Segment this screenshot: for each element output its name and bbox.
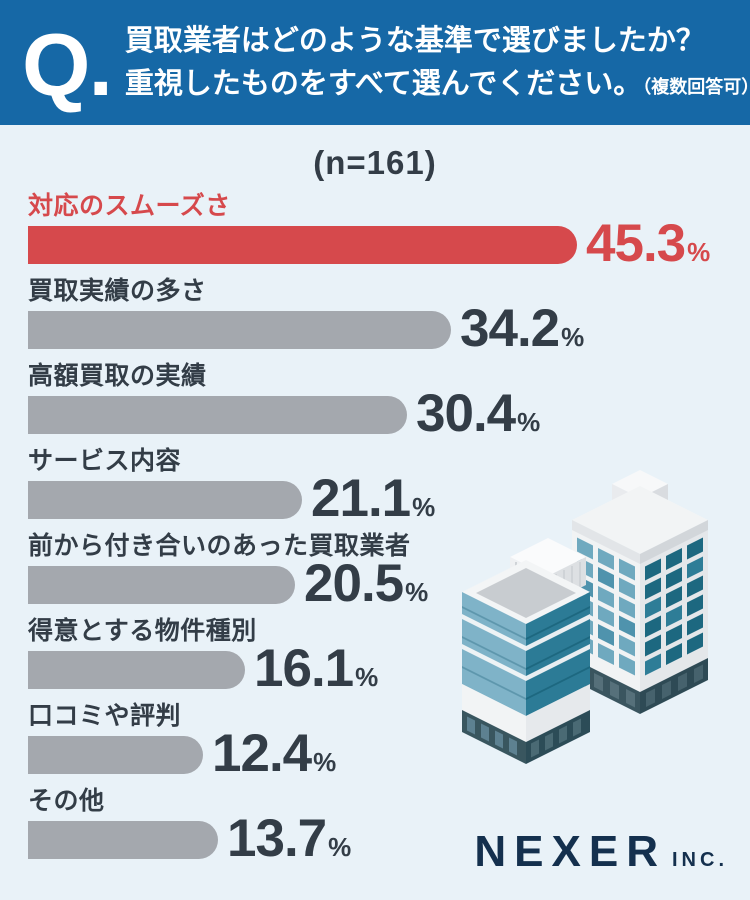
- short-building: [462, 538, 590, 764]
- office-buildings-illustration: [462, 470, 708, 764]
- bar: [28, 395, 407, 434]
- chart-row: 前から付き合いのあった買取業者 20.5%: [28, 531, 750, 610]
- bar-rows: 対応のスムーズさ 45.3% 買取実績の多さ 34.2% 高額買取の実績 30.…: [28, 191, 750, 865]
- bar-category-label: 対応のスムーズさ: [28, 191, 231, 220]
- q-mark: Q.: [22, 14, 113, 114]
- bar-value-number: 30.4: [416, 384, 516, 444]
- bar: [28, 820, 218, 859]
- brand-name: NEXER: [474, 827, 666, 876]
- bar: [28, 565, 295, 604]
- bar-value-unit: %: [517, 407, 541, 438]
- bar: [28, 650, 245, 689]
- bar-category-label: 得意とする物件種別: [28, 616, 257, 645]
- brand-logo: NEXER INC.: [474, 830, 728, 874]
- question-line-1: 買取業者はどのような基準で選びましたか？: [124, 25, 705, 58]
- question-header: Q. 買取業者はどのような基準で選びましたか？ 重視したものをすべて選んでくださ…: [0, 0, 750, 125]
- bar-value-number: 21.1: [311, 469, 411, 529]
- question-line-2: 重視したものをすべて選んでください。（複数回答可）: [125, 63, 750, 105]
- bar-line: 21.1%: [28, 472, 750, 525]
- bar-value-unit: %: [328, 832, 352, 863]
- chart-row: その他 13.7%: [28, 786, 750, 865]
- sample-size-label: (n=161): [313, 144, 437, 181]
- bar-value: 30.4%: [416, 384, 541, 444]
- bar-value-number: 16.1: [254, 639, 354, 699]
- chart-row: 口コミや評判 12.4%: [28, 701, 750, 780]
- bar-value-unit: %: [412, 492, 436, 523]
- bar-value: 34.2%: [460, 299, 585, 359]
- bar-line: 13.7%: [28, 812, 750, 865]
- bar-line: 45.3%: [28, 217, 750, 270]
- bar-value: 13.7%: [227, 809, 352, 869]
- bar-value-number: 12.4: [212, 724, 312, 784]
- bar-chart: (n=161) 対応のスムーズさ 45.3% 買取実績の多さ 34.2% 高額買…: [0, 125, 750, 865]
- bar-value-number: 13.7: [227, 809, 327, 869]
- bar-value-number: 45.3: [586, 214, 686, 274]
- brand-suffix: INC.: [672, 849, 728, 871]
- bar: [28, 310, 451, 349]
- bar-line: 30.4%: [28, 387, 750, 440]
- bar: [28, 735, 203, 774]
- question-note: （複数回答可）: [642, 76, 750, 97]
- chart-row: 対応のスムーズさ 45.3%: [28, 191, 750, 270]
- question-text: 買取業者はどのような基準で選びましたか？ 重視したものをすべて選んでください。（…: [125, 20, 750, 104]
- bar-line: 16.1%: [28, 642, 750, 695]
- bar-value: 16.1%: [254, 639, 379, 699]
- bar-value: 20.5%: [304, 554, 429, 614]
- bar-value: 12.4%: [212, 724, 337, 784]
- bar: [28, 225, 577, 264]
- bar-line: 34.2%: [28, 302, 750, 355]
- bar-value-unit: %: [405, 577, 429, 608]
- chart-row: 高額買取の実績 30.4%: [28, 361, 750, 440]
- bar-category-label: 高額買取の実績: [28, 361, 207, 390]
- bar-value-unit: %: [313, 747, 337, 778]
- bar-category-label: 口コミや評判: [28, 701, 182, 730]
- bar-value-number: 20.5: [304, 554, 404, 614]
- chart-row: 買取実績の多さ 34.2%: [28, 276, 750, 355]
- bar-category-label: 買取実績の多さ: [28, 276, 207, 305]
- chart-row: サービス内容 21.1%: [28, 446, 750, 525]
- bar-value-unit: %: [687, 237, 711, 268]
- bar-value: 45.3%: [586, 214, 711, 274]
- bar-value-number: 34.2: [460, 299, 560, 359]
- question-line-2-main: 重視したものをすべて選んでください。: [124, 67, 643, 100]
- bar-value-unit: %: [355, 662, 379, 693]
- bar-line: 12.4%: [28, 727, 750, 780]
- bar-value: 21.1%: [311, 469, 436, 529]
- bar-line: 20.5%: [28, 557, 750, 610]
- bar-category-label: その他: [28, 786, 105, 815]
- tall-tower: [572, 470, 708, 714]
- bar-value-unit: %: [561, 322, 585, 353]
- bar-category-label: 前から付き合いのあった買取業者: [28, 531, 411, 560]
- chart-row: 得意とする物件種別 16.1%: [28, 616, 750, 695]
- bar-category-label: サービス内容: [28, 446, 182, 475]
- bar: [28, 480, 302, 519]
